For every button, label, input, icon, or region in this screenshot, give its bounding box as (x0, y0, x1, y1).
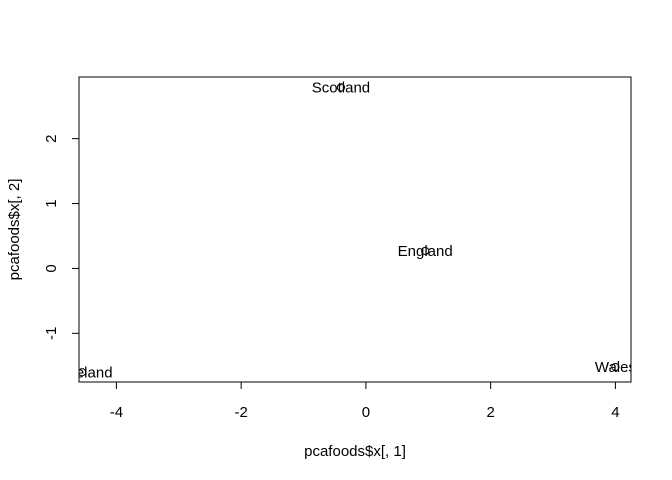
y-axis: -1 0 1 2 (43, 134, 80, 340)
point-label: Scotland (312, 79, 370, 96)
y-tick-label: 1 (43, 199, 60, 207)
x-tick-label: -2 (234, 404, 247, 421)
point-label: N.Ireland (52, 364, 113, 381)
x-axis-label: pcafoods$x[, 1] (304, 443, 406, 460)
points-layer: England Wales Scotland N.Ireland (52, 79, 636, 381)
point-label: England (398, 243, 453, 260)
x-tick-label: 2 (486, 404, 494, 421)
y-tick-label: 2 (43, 134, 60, 142)
y-axis-label: pcafoods$x[, 2] (6, 179, 23, 281)
data-point (421, 246, 430, 256)
x-axis: -4 -2 0 2 4 (110, 381, 620, 421)
plot-frame (78, 76, 632, 383)
y-tick-label: -1 (43, 327, 60, 340)
data-point (79, 368, 87, 377)
x-tick-label: 4 (611, 404, 619, 421)
data-point (336, 83, 346, 92)
data-point (611, 362, 620, 372)
x-tick-label: 0 (362, 404, 370, 421)
point-label: Wales (595, 359, 636, 376)
x-tick-label: -4 (110, 404, 123, 421)
y-tick-label: 0 (43, 264, 60, 272)
